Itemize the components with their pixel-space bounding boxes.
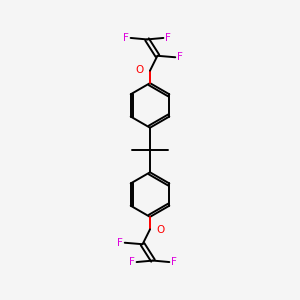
Text: F: F <box>123 33 129 43</box>
Text: F: F <box>129 257 134 267</box>
Text: F: F <box>166 33 171 43</box>
Text: F: F <box>171 257 177 267</box>
Text: O: O <box>157 225 165 235</box>
Text: F: F <box>117 238 123 248</box>
Text: O: O <box>135 65 143 75</box>
Text: F: F <box>177 52 183 62</box>
